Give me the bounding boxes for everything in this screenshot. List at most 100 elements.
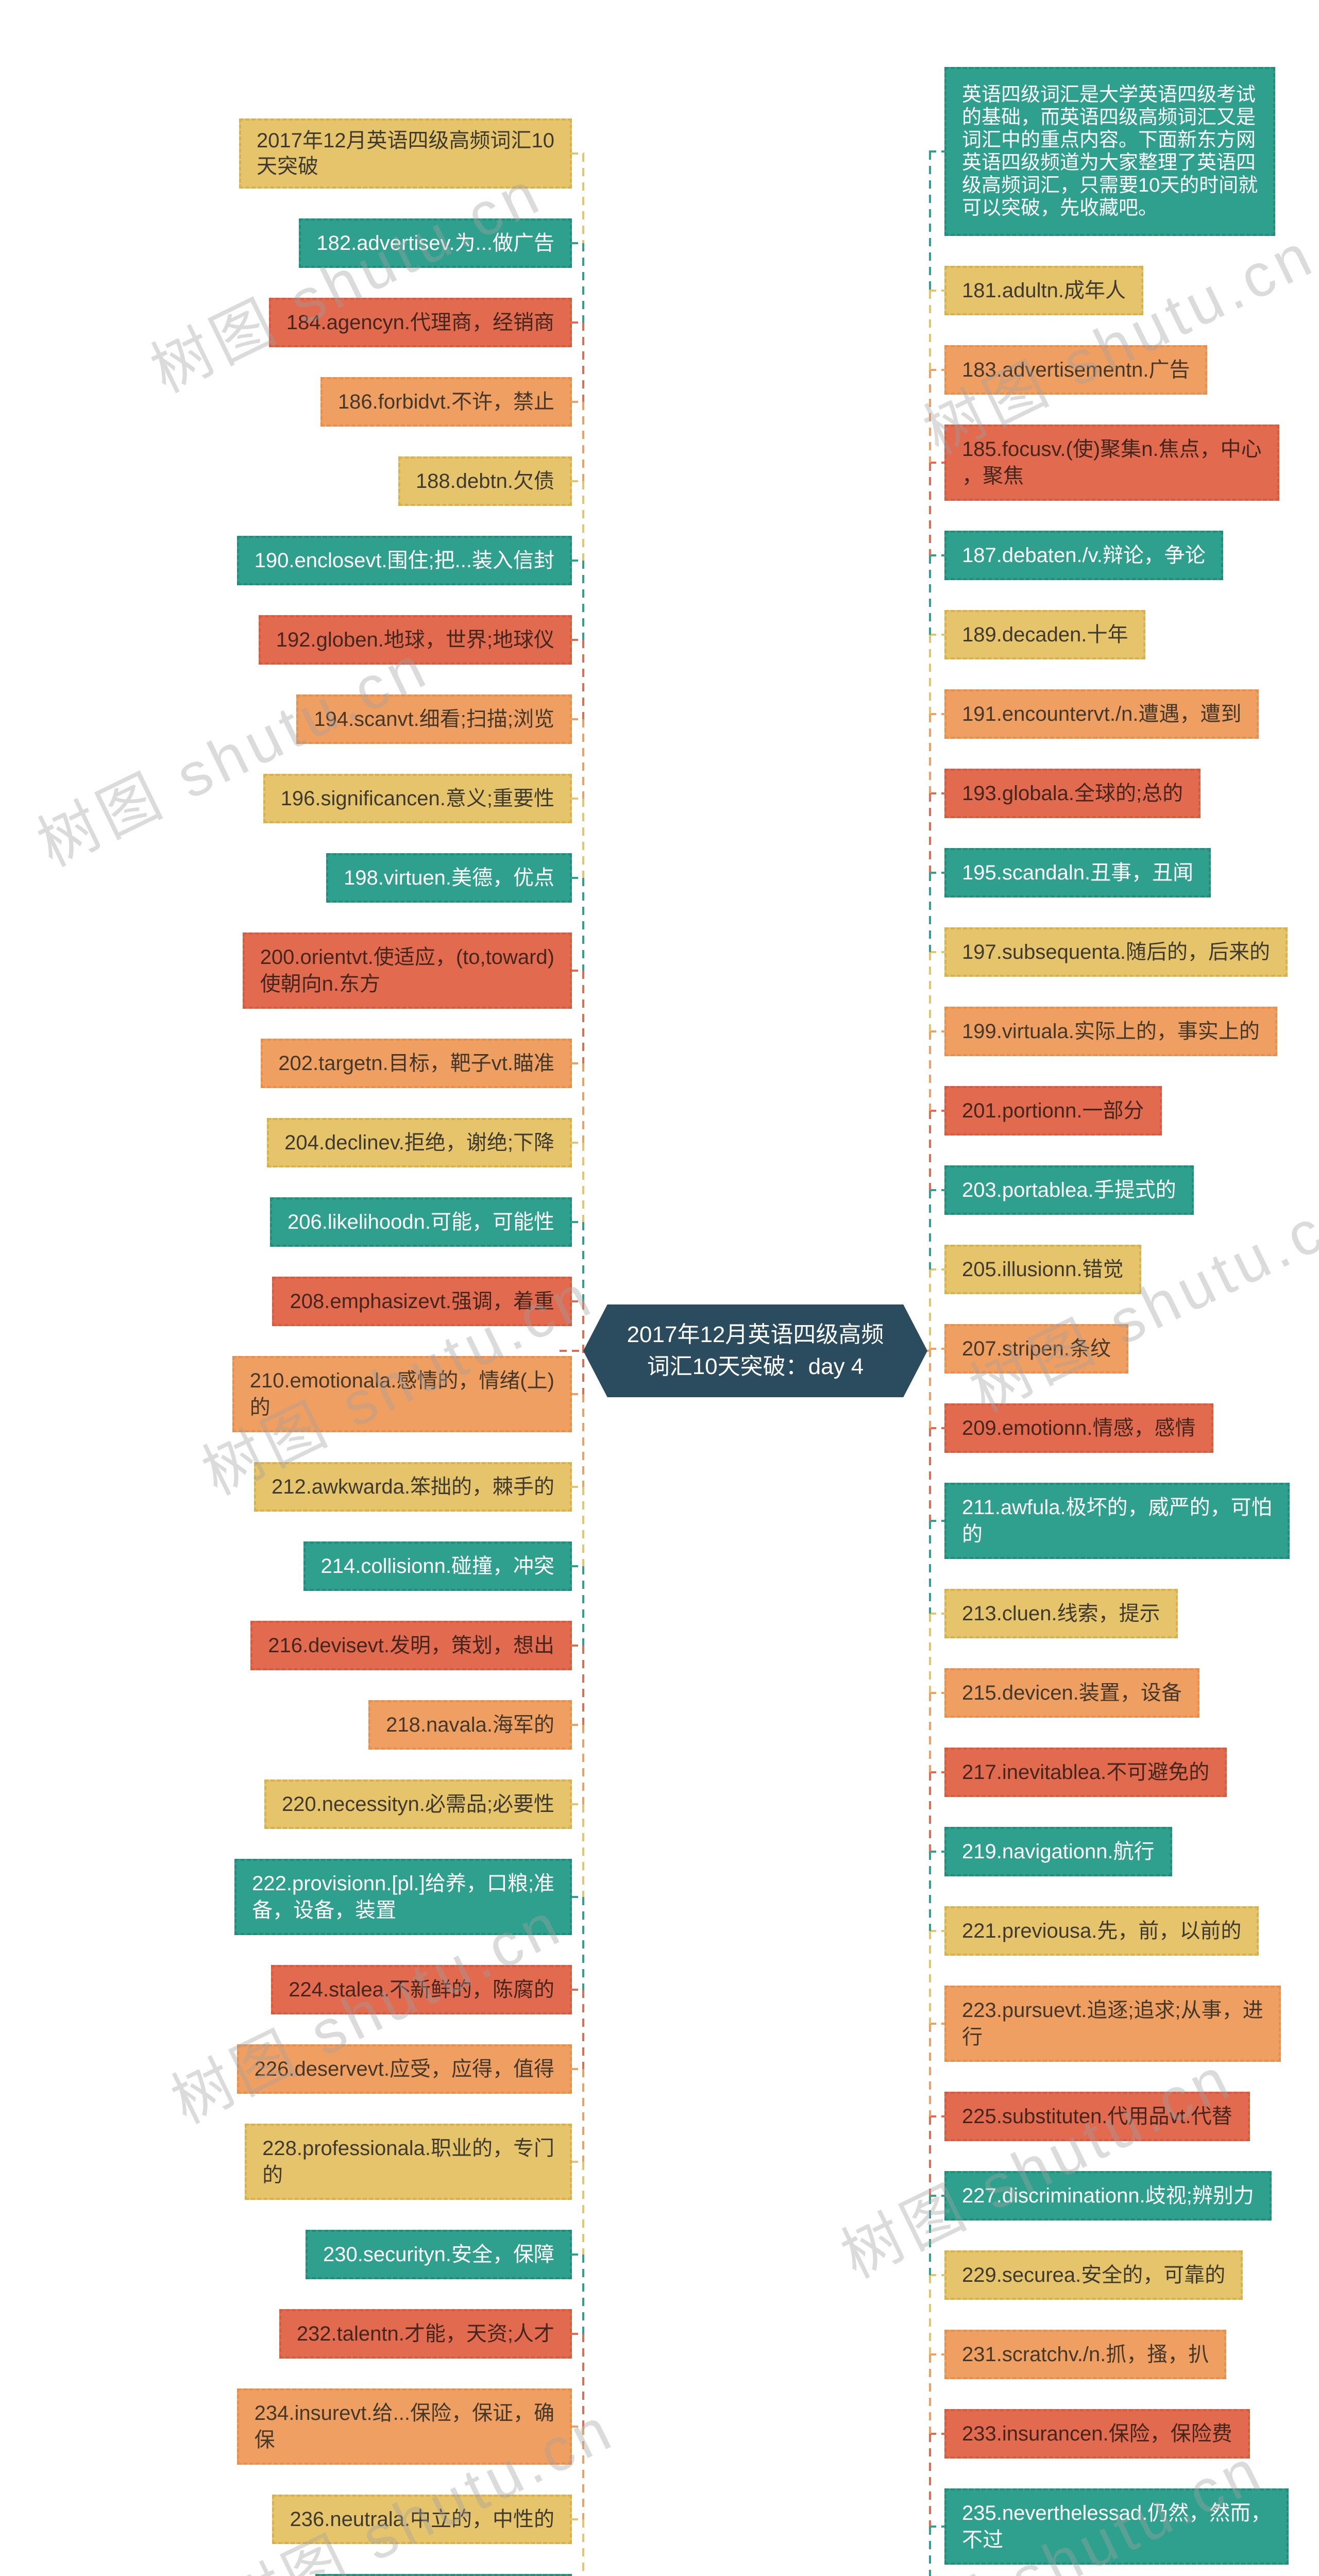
vocab-item-node[interactable]: 233.insurancen.保险，保险费 (944, 2409, 1250, 2459)
connector-stub (929, 1692, 945, 1694)
spine-segment (929, 1852, 931, 1931)
vocab-item-node[interactable]: 187.debaten./v.辩论，争论 (944, 531, 1223, 580)
vocab-item-node[interactable]: 234.insurevt.给...保险，保证，确 保 (236, 2388, 572, 2465)
spine-segment (929, 2024, 931, 2116)
connector-stub (571, 1724, 584, 1726)
vocab-item-node[interactable]: 210.emotionala.感情的，情绪(上) 的 (232, 1356, 572, 1432)
connector-stub (929, 1348, 945, 1350)
vocab-item-node[interactable]: 208.emphasizevt.强调，着重 (272, 1277, 572, 1326)
intro-node[interactable]: 英语四级词汇是大学英语四级考试 的基础，而英语四级高频词汇又是 词汇中的重点内容… (944, 67, 1276, 236)
vocab-item-node[interactable]: 227.discriminationn.歧视;辨别力 (944, 2171, 1272, 2221)
spine-segment (929, 793, 931, 873)
vocab-item-node[interactable]: 188.debtn.欠债 (398, 456, 572, 506)
vocab-item-node[interactable]: 216.devisevt.发明，策划，想出 (250, 1621, 572, 1670)
vocab-item-node[interactable]: 197.subsequenta.随后的，后来的 (944, 927, 1288, 977)
connector-stub (929, 713, 945, 715)
vocab-item-node[interactable]: 218.navala.海军的 (368, 1700, 572, 1750)
vocab-item-node[interactable]: 238.sprayv.喷，(使)溅散 (315, 2574, 572, 2576)
spine-segment (929, 635, 931, 714)
connector-stub (571, 2068, 584, 2070)
connector-stub (929, 1771, 945, 1773)
vocab-item-node[interactable]: 191.encountervt./n.遭遇，遭到 (944, 689, 1259, 739)
vocab-item-node[interactable]: 235.neverthelessad.仍然，然而， 不过 (944, 2488, 1289, 2565)
connector-stub (929, 2526, 945, 2528)
spine-segment (582, 799, 584, 878)
vocab-item-node[interactable]: 195.scandaln.丑事，丑闻 (944, 848, 1211, 897)
root-title-node[interactable]: 2017年12月英语四级高频词汇10 天突破 (239, 118, 572, 189)
vocab-item-node[interactable]: 223.pursuevt.追逐;追求;从事，进 行 (944, 1986, 1281, 2062)
connector-stub (571, 1221, 584, 1223)
spine-segment (929, 1428, 931, 1521)
vocab-item-node[interactable]: 186.forbidvt.不许，禁止 (320, 377, 572, 427)
vocab-item-node[interactable]: 211.awfula.极坏的，威严的，可怕 的 (944, 1483, 1290, 1559)
vocab-item-node[interactable]: 230.securityn.安全，保障 (305, 2230, 572, 2279)
spine-segment (929, 2275, 931, 2354)
vocab-item-node[interactable]: 207.stripen.条纹 (944, 1324, 1129, 1374)
connector-stub (929, 462, 945, 464)
vocab-item-node[interactable]: 204.declinev.拒绝，谢绝;下降 (267, 1118, 572, 1167)
vocab-item-node[interactable]: 181.adultn.成年人 (944, 266, 1143, 315)
center-topic-node[interactable]: 2017年12月英语四级高频 词汇10天突破：day 4 (583, 1304, 927, 1397)
vocab-item-node[interactable]: 190.enclosevt.围住;把...装入信封 (236, 536, 572, 585)
connector-stub (571, 639, 584, 641)
spine-segment (582, 1725, 584, 1804)
spine-segment (582, 1063, 584, 1143)
vocab-item-node[interactable]: 226.deservevt.应受，应得，值得 (236, 2044, 572, 2094)
vocab-item-node[interactable]: 205.illusionn.错觉 (944, 1245, 1141, 1294)
vocab-item-node[interactable]: 209.emotionn.情感，感情 (944, 1403, 1213, 1453)
spine-segment (929, 2196, 931, 2275)
vocab-item-node[interactable]: 214.collisionn.碰撞，冲突 (303, 1541, 572, 1591)
vocab-item-node[interactable]: 221.previousa.先，前，以前的 (944, 1906, 1259, 1956)
vocab-item-node[interactable]: 229.securea.安全的，可靠的 (944, 2250, 1243, 2300)
vocab-item-node[interactable]: 217.inevitablea.不可避免的 (944, 1748, 1227, 1797)
vocab-item-node[interactable]: 220.necessityn.必需品;必要性 (264, 1780, 572, 1829)
connector-stub (560, 1350, 584, 1352)
connector-stub (571, 1896, 584, 1898)
connector-stub (571, 242, 584, 244)
vocab-item-node[interactable]: 225.substituten.代用品vt.代替 (944, 2092, 1250, 2141)
spine-segment (582, 323, 584, 402)
vocab-item-node[interactable]: 199.virtuala.实际上的，事实上的 (944, 1007, 1277, 1056)
vocab-item-node[interactable]: 222.provisionn.[pl.]给养，口粮;准 备，设备，装置 (234, 1859, 572, 1935)
vocab-item-node[interactable]: 200.orientvt.使适应，(to,toward) 使朝向n.东方 (242, 933, 572, 1009)
vocab-item-node[interactable]: 213.cluen.线索，提示 (944, 1589, 1178, 1638)
vocab-item-node[interactable]: 202.targetn.目标，靶子vt.瞄准 (261, 1039, 572, 1088)
spine-segment (582, 2255, 584, 2334)
vocab-item-node[interactable]: 206.likelihoodn.可能，可能性 (270, 1197, 572, 1247)
spine-segment (582, 2427, 584, 2519)
vocab-item-node[interactable]: 232.talentn.才能，天资;人才 (279, 2309, 572, 2359)
spine-segment (582, 402, 584, 481)
vocab-item-node[interactable]: 236.neutrala.中立的，中性的 (272, 2495, 572, 2544)
connector-stub (571, 877, 584, 879)
vocab-item-node[interactable]: 198.virtuen.美德，优点 (326, 853, 572, 903)
spine-segment (929, 1031, 931, 1111)
connector-stub (929, 1930, 945, 1932)
vocab-item-node[interactable]: 184.agencyn.代理商，经销商 (268, 298, 572, 347)
connector-stub (929, 2195, 945, 2197)
spine-segment (582, 2519, 584, 2576)
vocab-item-node[interactable]: 183.advertisementn.广告 (944, 345, 1208, 395)
vocab-item-node[interactable]: 189.decaden.十年 (944, 610, 1146, 659)
vocab-item-node[interactable]: 196.significancen.意义;重要性 (263, 774, 572, 823)
connector-stub (929, 1520, 945, 1522)
vocab-item-node[interactable]: 219.navigationn.航行 (944, 1827, 1172, 1876)
connector-stub (929, 634, 945, 636)
vocab-item-node[interactable]: 212.awkwarda.笨拙的，棘手的 (253, 1462, 572, 1512)
vocab-item-node[interactable]: 185.focusv.(使)聚集n.焦点，中心 ，聚焦 (944, 425, 1279, 501)
right-branch: 英语四级词汇是大学英语四级考试 的基础，而英语四级高频词汇又是 词汇中的重点内容… (944, 67, 1290, 2576)
vocab-item-node[interactable]: 201.portionn.一部分 (944, 1086, 1162, 1136)
spine-segment (582, 878, 584, 971)
vocab-item-node[interactable]: 194.scanvt.细看;扫描;浏览 (296, 694, 572, 744)
vocab-item-node[interactable]: 203.portablea.手提式的 (944, 1165, 1194, 1215)
vocab-item-node[interactable]: 224.stalea.不新鲜的，陈腐的 (271, 1965, 572, 2014)
spine-segment (929, 714, 931, 793)
vocab-item-node[interactable]: 193.globala.全球的;总的 (944, 769, 1201, 818)
connector-stub (929, 2115, 945, 2117)
vocab-item-node[interactable]: 228.professionala.职业的，专门 的 (245, 2124, 572, 2200)
connector-stub (571, 480, 584, 482)
vocab-item-node[interactable]: 231.scratchv./n.抓，搔，扒 (944, 2330, 1227, 2379)
vocab-item-node[interactable]: 182.advertisev.为...做广告 (299, 218, 572, 268)
vocab-item-node[interactable]: 215.devicen.装置，设备 (944, 1668, 1199, 1718)
vocab-item-node[interactable]: 192.globen.地球，世界;地球仪 (258, 615, 572, 665)
connector-stub (571, 1803, 584, 1805)
